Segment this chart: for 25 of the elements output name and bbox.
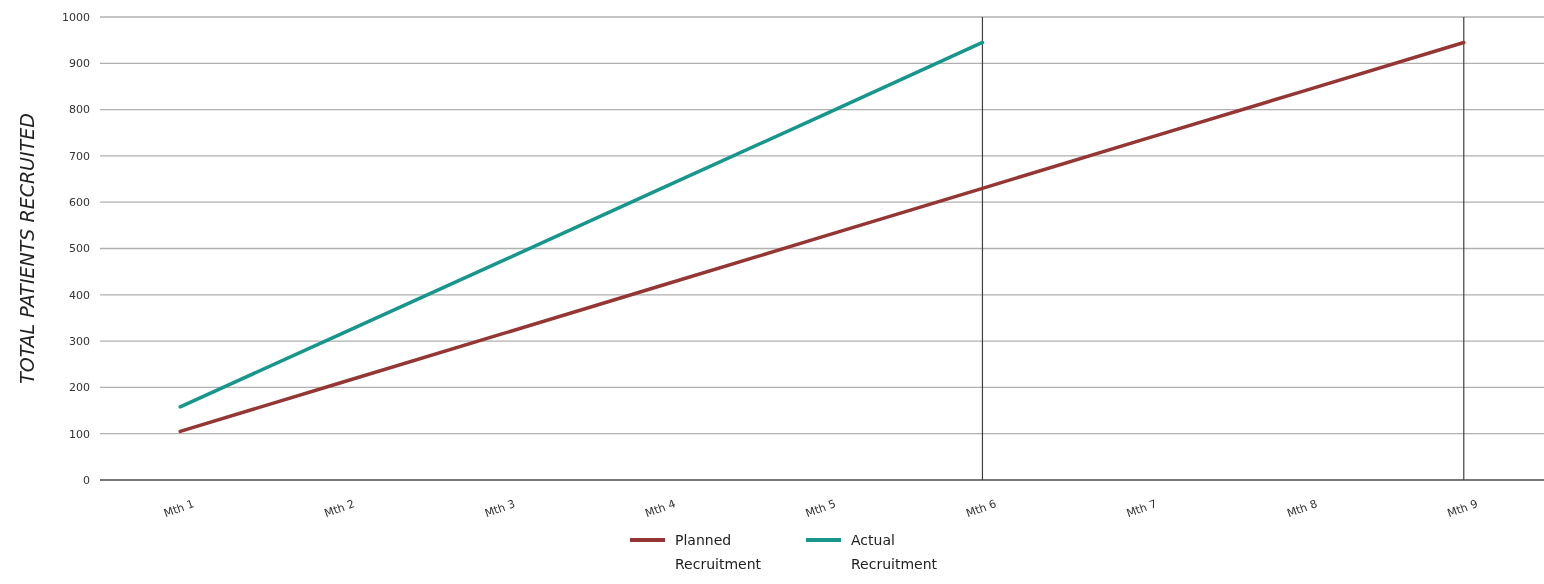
- y-axis-title: TOTAL PATIENTS RECRUITED: [16, 113, 38, 384]
- line-series: [178, 40, 985, 409]
- y-tick-label: 300: [69, 334, 90, 348]
- y-tick-label: 0: [83, 473, 90, 487]
- y-tick-label: 100: [69, 427, 90, 441]
- y-tick-label: 500: [69, 242, 90, 256]
- x-tick-label: Mth 1: [162, 497, 196, 521]
- x-tick-label: Mth 9: [1445, 497, 1480, 521]
- y-tick-label: 800: [69, 103, 90, 117]
- x-tick-label: Mth 8: [1285, 497, 1320, 521]
- y-tick-label: 200: [69, 381, 90, 395]
- x-tick-label: Mth 2: [322, 497, 357, 521]
- x-tick-label: Mth 6: [964, 497, 999, 521]
- x-tick-label: Mth 4: [643, 497, 678, 521]
- y-tick-label: 400: [69, 288, 90, 302]
- y-tick-label: 900: [69, 57, 90, 71]
- y-tick-label: 1000: [62, 10, 90, 24]
- legend-label: Planned Recruitment: [675, 532, 762, 572]
- y-tick-label: 600: [69, 196, 90, 210]
- line-series: [178, 40, 1466, 434]
- y-tick-label: 700: [69, 149, 90, 163]
- x-tick-label: Mth 7: [1124, 497, 1159, 521]
- legend-label: Actual Recruitment: [851, 532, 938, 572]
- x-tick-label: Mth 3: [482, 497, 517, 521]
- x-tick-label: Mth 5: [803, 497, 838, 521]
